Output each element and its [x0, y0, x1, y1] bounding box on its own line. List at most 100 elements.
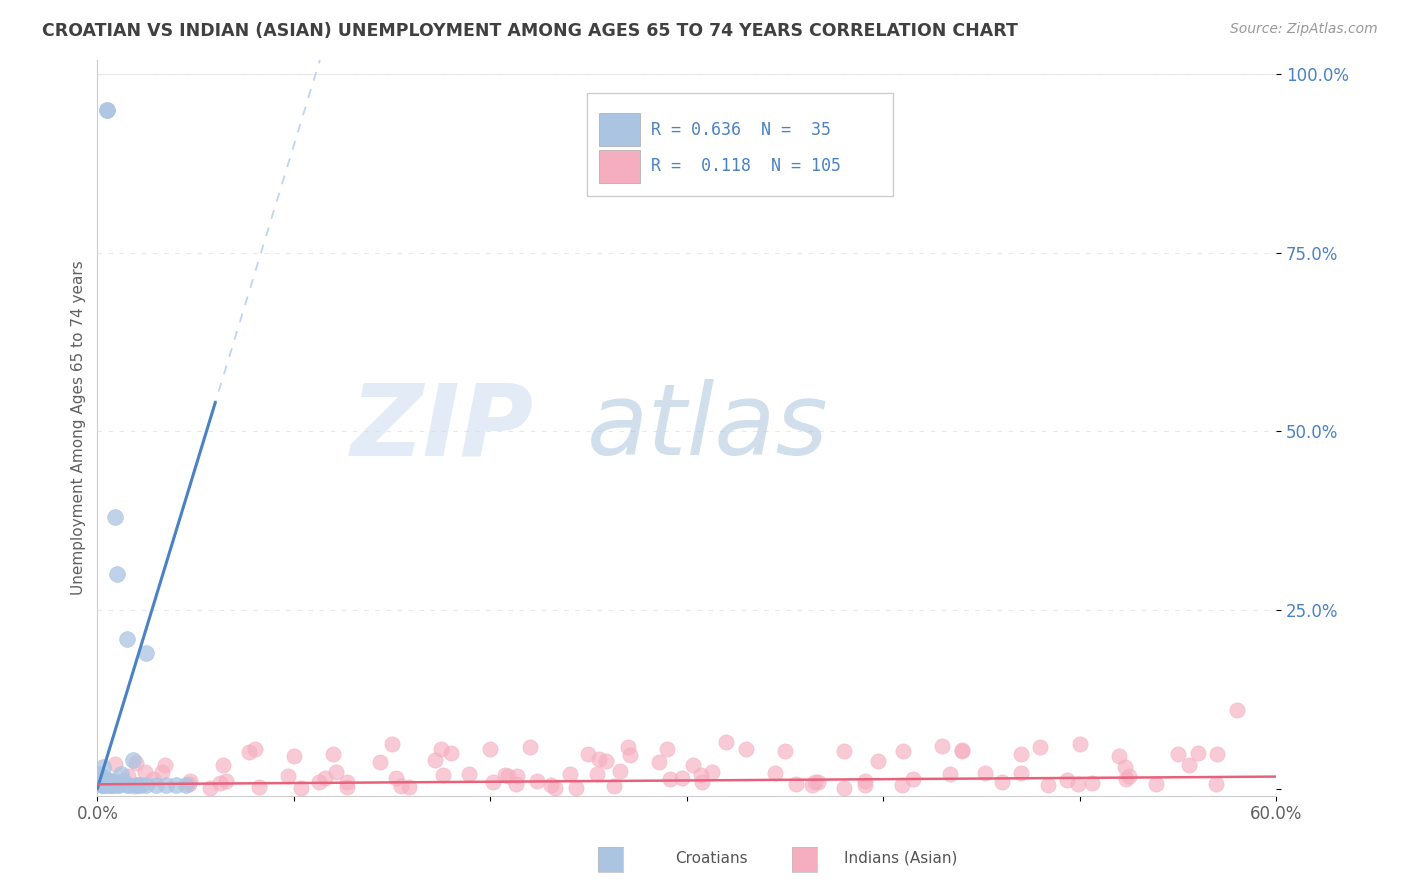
Point	[1038, 778, 1060, 792]
Point	[496, 769, 519, 783]
Point	[96, 103, 118, 117]
Text: Indians (Asian): Indians (Asian)	[844, 851, 957, 865]
Point	[124, 756, 146, 771]
Point	[432, 768, 454, 782]
Point	[1206, 747, 1229, 762]
Point	[734, 742, 756, 756]
Point	[110, 767, 132, 781]
Point	[368, 756, 391, 770]
Point	[939, 766, 962, 780]
Point	[100, 778, 122, 792]
Point	[526, 773, 548, 788]
Point	[150, 765, 173, 780]
Point	[1081, 776, 1104, 790]
Text: Croatians: Croatians	[675, 851, 748, 865]
Point	[619, 748, 641, 763]
Point	[1144, 777, 1167, 791]
Point	[90, 778, 112, 792]
Point	[853, 778, 876, 792]
Point	[595, 754, 617, 768]
Point	[1178, 758, 1201, 772]
Point	[440, 746, 463, 760]
Point	[991, 775, 1014, 789]
Point	[155, 778, 177, 792]
Point	[659, 772, 682, 787]
Point	[1205, 777, 1227, 791]
Point	[381, 737, 404, 751]
Point	[174, 778, 197, 792]
Point	[335, 780, 357, 795]
Point	[243, 742, 266, 756]
Point	[617, 740, 640, 755]
Point	[950, 744, 973, 758]
Point	[1010, 765, 1032, 780]
Point	[1056, 772, 1078, 787]
Point	[494, 768, 516, 782]
Point	[558, 766, 581, 780]
Point	[121, 753, 143, 767]
Point	[129, 778, 152, 792]
Point	[690, 774, 713, 789]
Point	[135, 778, 157, 792]
Point	[1067, 777, 1090, 791]
Text: R =  0.118  N = 105: R = 0.118 N = 105	[651, 157, 841, 176]
Point	[322, 747, 344, 762]
Point	[94, 771, 117, 785]
Point	[423, 753, 446, 767]
Point	[543, 780, 565, 795]
Point	[277, 769, 299, 783]
Point	[565, 781, 588, 796]
Point	[135, 646, 157, 660]
Point	[247, 780, 270, 795]
Text: atlas: atlas	[586, 379, 828, 476]
Point	[714, 735, 737, 749]
Point	[96, 103, 118, 117]
Point	[122, 779, 145, 793]
Point	[807, 775, 830, 789]
Point	[325, 765, 347, 780]
Text: CROATIAN VS INDIAN (ASIAN) UNEMPLOYMENT AMONG AGES 65 TO 74 YEARS CORRELATION CH: CROATIAN VS INDIAN (ASIAN) UNEMPLOYMENT …	[42, 22, 1018, 40]
Point	[108, 778, 131, 792]
Point	[101, 778, 124, 792]
Point	[177, 777, 200, 791]
Point	[800, 779, 823, 793]
Point	[578, 747, 600, 762]
Point	[690, 768, 713, 782]
Point	[866, 754, 889, 768]
Point	[111, 774, 134, 789]
Point	[91, 760, 114, 774]
Point	[125, 778, 148, 792]
Point	[603, 779, 626, 793]
Point	[91, 778, 114, 792]
Point	[585, 767, 607, 781]
Point	[117, 769, 139, 783]
Point	[682, 757, 704, 772]
Point	[891, 778, 914, 792]
Point	[647, 755, 669, 769]
Point	[1226, 703, 1249, 717]
FancyBboxPatch shape	[599, 113, 640, 145]
Point	[115, 632, 138, 646]
Point	[1118, 769, 1140, 783]
Point	[89, 767, 111, 781]
Point	[1069, 737, 1091, 751]
Point	[101, 774, 124, 789]
Point	[804, 775, 827, 789]
Point	[458, 767, 481, 781]
Text: Source: ZipAtlas.com: Source: ZipAtlas.com	[1230, 22, 1378, 37]
Point	[655, 742, 678, 756]
Point	[200, 780, 222, 795]
Point	[98, 778, 121, 792]
Point	[832, 744, 855, 758]
Point	[588, 751, 610, 765]
Point	[153, 758, 176, 772]
Text: ZIP: ZIP	[350, 379, 533, 476]
Point	[853, 774, 876, 789]
Point	[931, 739, 953, 753]
Point	[901, 772, 924, 786]
Point	[145, 778, 167, 792]
Point	[785, 777, 807, 791]
Point	[91, 778, 114, 792]
Point	[609, 764, 631, 778]
Point	[671, 772, 693, 786]
